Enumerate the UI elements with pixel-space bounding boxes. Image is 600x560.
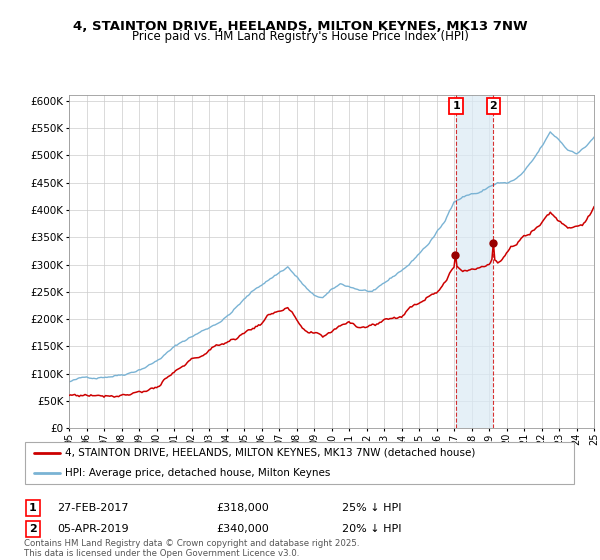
Text: 05-APR-2019: 05-APR-2019 [57,524,128,534]
Text: 25% ↓ HPI: 25% ↓ HPI [342,503,401,513]
Text: 1: 1 [29,503,37,513]
Bar [456,95,493,428]
Text: £318,000: £318,000 [216,503,269,513]
Text: 2: 2 [490,101,497,111]
Text: Contains HM Land Registry data © Crown copyright and database right 2025.
This d: Contains HM Land Registry data © Crown c… [24,539,359,558]
Text: 4, STAINTON DRIVE, HEELANDS, MILTON KEYNES, MK13 7NW: 4, STAINTON DRIVE, HEELANDS, MILTON KEYN… [73,20,527,32]
Text: 20% ↓ HPI: 20% ↓ HPI [342,524,401,534]
FancyBboxPatch shape [25,442,574,483]
Text: Price paid vs. HM Land Registry's House Price Index (HPI): Price paid vs. HM Land Registry's House … [131,30,469,43]
Text: 2: 2 [29,524,37,534]
Text: HPI: Average price, detached house, Milton Keynes: HPI: Average price, detached house, Milt… [65,468,331,478]
Text: 1: 1 [452,101,460,111]
Text: 27-FEB-2017: 27-FEB-2017 [57,503,128,513]
Text: £340,000: £340,000 [216,524,269,534]
Text: 4, STAINTON DRIVE, HEELANDS, MILTON KEYNES, MK13 7NW (detached house): 4, STAINTON DRIVE, HEELANDS, MILTON KEYN… [65,447,476,458]
